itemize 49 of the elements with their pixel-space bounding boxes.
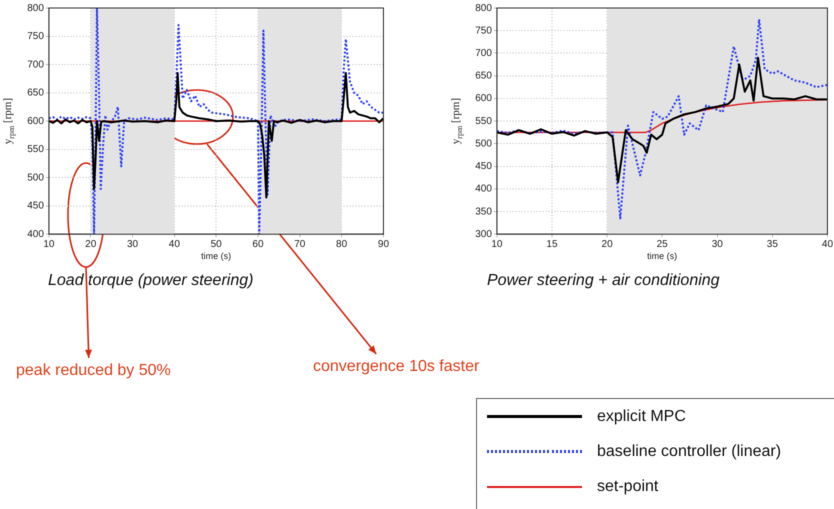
y-tick-label: 650 <box>475 70 492 82</box>
x-tick-label: 20 <box>85 238 97 250</box>
x-tick-label: 70 <box>294 238 306 250</box>
text: Power steering + air conditioning <box>487 272 720 290</box>
y-tick-label: 700 <box>27 59 44 70</box>
legend-label: baseline controller (linear) <box>597 442 782 460</box>
y-tick-label: 400 <box>475 184 492 195</box>
x-tick-label: 35 <box>766 238 778 250</box>
y-tick-label: 400 <box>27 228 44 240</box>
y-tick-label: 650 <box>27 88 44 99</box>
y-tick-label: 750 <box>27 31 44 42</box>
x-tick-label: 30 <box>126 238 139 250</box>
x-tick-label: 10 <box>491 238 503 250</box>
x-tick-label: 25 <box>656 238 668 250</box>
x-tick-label: 90 <box>378 238 390 250</box>
x-tick-label: 60 <box>252 238 264 250</box>
y-tick-label: 550 <box>475 116 492 127</box>
legend-label: explicit MPC <box>597 408 686 426</box>
y-tick-label: 450 <box>475 161 492 172</box>
x-tick-label: 20 <box>602 238 614 250</box>
x-axis-title: time (s) <box>201 251 232 262</box>
x-tick-label: 50 <box>210 238 222 250</box>
y-tick-label: 500 <box>475 138 492 150</box>
x-tick-label: 10 <box>43 238 55 250</box>
x-tick-label: 80 <box>336 238 348 250</box>
x-tick-label: 40 <box>822 238 834 250</box>
y-tick-label: 800 <box>27 2 44 14</box>
y-tick-label: 750 <box>475 25 492 36</box>
y-tick-label: 600 <box>475 93 492 104</box>
y-axis-title: yrpm [rpm] <box>2 98 16 144</box>
x-tick-label: 40 <box>168 238 180 250</box>
text: peak reduced by 50% <box>16 362 171 380</box>
x-axis-title: time (s) <box>647 251 678 262</box>
y-tick-label: 350 <box>475 206 492 218</box>
line-series <box>48 8 384 234</box>
text: Load torque (power steering) <box>48 272 254 290</box>
line-series <box>496 18 828 220</box>
y-tick-label: 550 <box>27 144 44 156</box>
x-tick-label: 30 <box>712 238 724 250</box>
text: convergence 10s faster <box>313 358 480 376</box>
y-tick-label: 450 <box>27 200 44 212</box>
y-tick-label: 300 <box>475 228 492 240</box>
y-tick-label: 800 <box>475 2 492 14</box>
y-tick-label: 600 <box>27 116 44 127</box>
legend-label: set-point <box>597 478 658 496</box>
y-axis-title: yrpm [rpm] <box>450 98 464 144</box>
x-tick-label: 15 <box>546 238 558 250</box>
y-tick-label: 700 <box>475 48 492 59</box>
y-tick-label: 500 <box>27 172 44 184</box>
